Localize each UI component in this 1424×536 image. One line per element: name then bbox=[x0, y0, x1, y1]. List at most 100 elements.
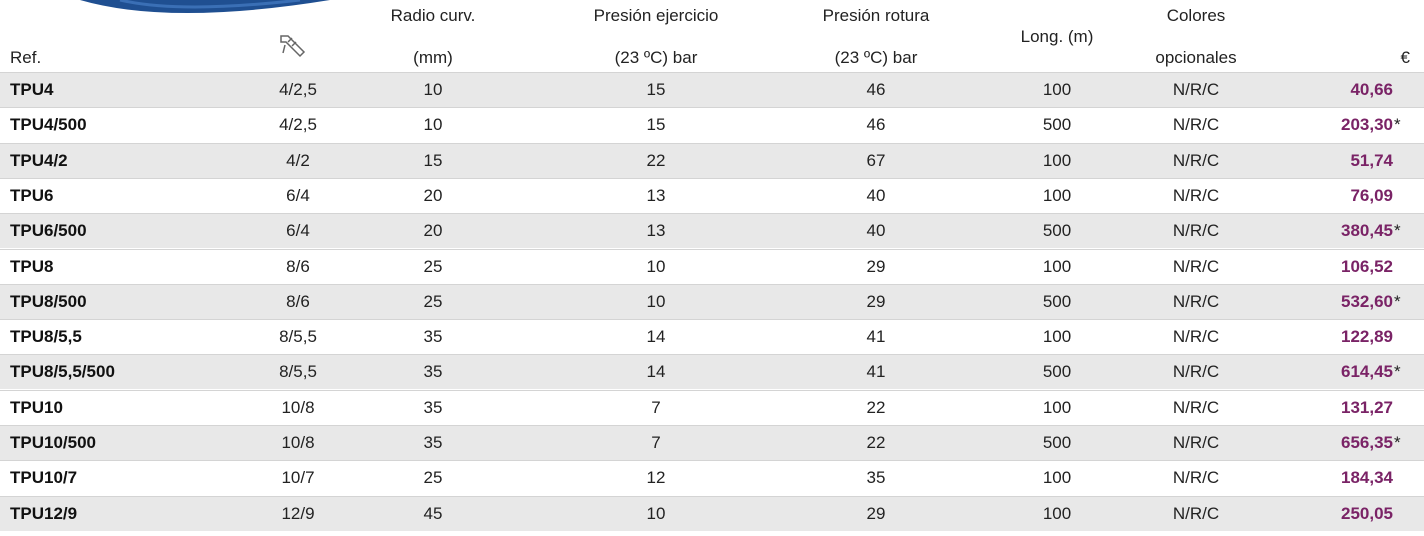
ref-cell: TPU10 bbox=[10, 397, 63, 417]
longitud-cell: 100 bbox=[1042, 256, 1072, 276]
table-row: TPU8/5,5 8/5,5 35 14 41 100 N/R/C 122,89 bbox=[0, 319, 1424, 354]
ref-cell: TPU4/2 bbox=[10, 150, 68, 170]
header-label: Long. (m) bbox=[1020, 27, 1094, 46]
colores-cell: N/R/C bbox=[1172, 185, 1220, 205]
colores-cell: N/R/C bbox=[1172, 327, 1220, 347]
colores-cell: N/R/C bbox=[1172, 221, 1220, 241]
radio-cell: 25 bbox=[423, 291, 443, 311]
header-label: Radio curv. bbox=[390, 6, 476, 25]
longitud-cell: 100 bbox=[1042, 80, 1072, 99]
header-label: Presión ejercicio bbox=[593, 6, 719, 25]
price-cell: 532,60 bbox=[1341, 291, 1393, 311]
table-row: TPU8/5,5/500 8/5,5 35 14 41 500 N/R/C 614,45 * bbox=[0, 354, 1424, 390]
ref-cell: TPU8/500 bbox=[10, 291, 87, 311]
presion_rotura-cell: 46 bbox=[866, 115, 886, 135]
ref-cell: TPU10/500 bbox=[10, 433, 96, 452]
longitud-cell: 100 bbox=[1042, 397, 1072, 417]
presion_rotura-cell: 41 bbox=[866, 327, 886, 347]
price-cell: 40,66 bbox=[1350, 80, 1393, 99]
product-image bbox=[80, 0, 330, 13]
ref-cell: TPU6 bbox=[10, 185, 54, 205]
table-row: TPU6/500 6/4 20 13 40 500 N/R/C 380,45 * bbox=[0, 213, 1424, 249]
header-label: Colores bbox=[1166, 6, 1226, 25]
header-label: € bbox=[1400, 48, 1410, 67]
table-row: TPU10 10/8 35 7 22 100 N/R/C 131,27 bbox=[0, 389, 1424, 425]
ref-cell: TPU6/500 bbox=[10, 221, 87, 241]
table-row: TPU6 6/4 20 13 40 100 N/R/C 76,09 bbox=[0, 177, 1424, 213]
caliper-icon bbox=[280, 35, 306, 58]
presion_ejercicio-cell: 10 bbox=[646, 503, 666, 523]
presion_rotura-cell: 29 bbox=[866, 256, 886, 276]
ref-cell: TPU4/500 bbox=[10, 115, 87, 135]
presion_rotura-cell: 22 bbox=[866, 433, 886, 452]
colores-cell: N/R/C bbox=[1172, 256, 1220, 276]
price-note: * bbox=[1394, 433, 1401, 452]
radio-cell: 10 bbox=[423, 115, 443, 135]
diametro-cell: 10/8 bbox=[281, 433, 315, 452]
radio-cell: 45 bbox=[423, 503, 443, 523]
colores-cell: N/R/C bbox=[1172, 433, 1220, 452]
colores-cell: N/R/C bbox=[1172, 397, 1220, 417]
longitud-cell: 100 bbox=[1042, 327, 1072, 347]
diametro-cell: 4/2,5 bbox=[279, 80, 317, 99]
longitud-cell: 100 bbox=[1042, 185, 1072, 205]
presion_ejercicio-cell: 10 bbox=[646, 256, 666, 276]
ref-cell: TPU8/5,5 bbox=[10, 327, 82, 347]
price-cell: 250,05 bbox=[1341, 503, 1393, 523]
presion_ejercicio-cell: 13 bbox=[646, 221, 666, 241]
colores-cell: N/R/C bbox=[1172, 503, 1220, 523]
presion_ejercicio-cell: 14 bbox=[646, 327, 666, 347]
table-row: TPU4/500 4/2,5 10 15 46 500 N/R/C 203,30 * bbox=[0, 107, 1424, 142]
table-row: TPU10/7 10/7 25 12 35 100 N/R/C 184,34 bbox=[0, 460, 1424, 495]
presion_ejercicio-cell: 13 bbox=[646, 185, 666, 205]
colores-cell: N/R/C bbox=[1172, 80, 1220, 99]
radio-cell: 25 bbox=[423, 256, 443, 276]
diametro-cell: 8/6 bbox=[286, 291, 310, 311]
presion_ejercicio-cell: 14 bbox=[646, 362, 666, 382]
diametro-cell: 8/6 bbox=[286, 256, 310, 276]
presion_ejercicio-cell: 7 bbox=[651, 397, 661, 417]
presion_rotura-cell: 40 bbox=[866, 221, 886, 241]
radio-cell: 15 bbox=[423, 150, 443, 170]
price-cell: 614,45 bbox=[1341, 362, 1393, 382]
price-cell: 106,52 bbox=[1341, 256, 1393, 276]
price-cell: 131,27 bbox=[1341, 397, 1393, 417]
longitud-cell: 100 bbox=[1042, 150, 1072, 170]
ref-cell: TPU10/7 bbox=[10, 468, 78, 488]
longitud-cell: 500 bbox=[1042, 362, 1072, 382]
diametro-cell: 10/7 bbox=[281, 468, 315, 488]
colores-cell: N/R/C bbox=[1172, 115, 1220, 135]
table-row: TPU8 8/6 25 10 29 100 N/R/C 106,52 bbox=[0, 248, 1424, 284]
ref-cell: TPU8 bbox=[10, 256, 54, 276]
price-note: * bbox=[1394, 362, 1401, 382]
radio-cell: 10 bbox=[423, 80, 443, 99]
radio-cell: 20 bbox=[423, 221, 443, 241]
price-cell: 184,34 bbox=[1341, 468, 1393, 488]
presion_ejercicio-cell: 10 bbox=[646, 291, 666, 311]
diametro-cell: 6/4 bbox=[286, 185, 310, 205]
price-cell: 656,35 bbox=[1341, 433, 1393, 452]
radio-cell: 20 bbox=[423, 185, 443, 205]
longitud-cell: 500 bbox=[1042, 221, 1072, 241]
presion_rotura-cell: 35 bbox=[866, 468, 886, 488]
table-row: TPU12/9 12/9 45 10 29 100 N/R/C 250,05 bbox=[0, 495, 1424, 531]
price-cell: 203,30 bbox=[1341, 115, 1393, 135]
table-row: TPU4 4/2,5 10 15 46 100 N/R/C 40,66 bbox=[0, 72, 1424, 107]
price-note: * bbox=[1394, 291, 1401, 311]
longitud-cell: 500 bbox=[1042, 433, 1072, 452]
presion_ejercicio-cell: 22 bbox=[646, 150, 666, 170]
longitud-cell: 500 bbox=[1042, 291, 1072, 311]
presion_ejercicio-cell: 15 bbox=[646, 80, 666, 99]
ref-cell: TPU12/9 bbox=[10, 503, 78, 523]
presion_rotura-cell: 29 bbox=[866, 291, 886, 311]
colores-cell: N/R/C bbox=[1172, 468, 1220, 488]
price-note: * bbox=[1394, 115, 1401, 135]
radio-cell: 25 bbox=[423, 468, 443, 488]
presion_ejercicio-cell: 15 bbox=[646, 115, 666, 135]
presion_ejercicio-cell: 7 bbox=[651, 433, 661, 452]
price-cell: 76,09 bbox=[1350, 185, 1393, 205]
radio-cell: 35 bbox=[423, 362, 443, 382]
diametro-cell: 12/9 bbox=[281, 503, 315, 523]
diametro-cell: 4/2,5 bbox=[279, 115, 317, 135]
